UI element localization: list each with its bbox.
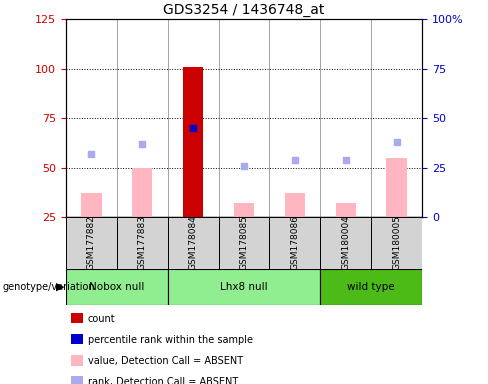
Text: count: count — [88, 314, 116, 324]
Text: genotype/variation: genotype/variation — [2, 282, 95, 292]
Text: GSM177882: GSM177882 — [87, 215, 96, 270]
Point — [87, 151, 95, 157]
Text: GSM178086: GSM178086 — [290, 215, 300, 270]
Point — [291, 157, 299, 163]
Text: GSM180005: GSM180005 — [392, 215, 401, 270]
Bar — [168, 217, 219, 269]
Point — [342, 157, 350, 163]
Bar — [371, 217, 422, 269]
Point — [240, 162, 248, 169]
Point — [189, 125, 197, 131]
Bar — [336, 203, 356, 217]
Text: rank, Detection Call = ABSENT: rank, Detection Call = ABSENT — [88, 377, 238, 384]
Point — [138, 141, 146, 147]
Bar — [320, 269, 422, 305]
Bar — [234, 203, 254, 217]
Title: GDS3254 / 1436748_at: GDS3254 / 1436748_at — [163, 3, 325, 17]
Bar — [269, 217, 320, 269]
Text: GSM177883: GSM177883 — [138, 215, 147, 270]
Bar — [132, 167, 152, 217]
Text: Nobox null: Nobox null — [89, 282, 144, 292]
Bar — [66, 217, 117, 269]
Text: Lhx8 null: Lhx8 null — [220, 282, 268, 292]
Bar — [285, 193, 305, 217]
Text: percentile rank within the sample: percentile rank within the sample — [88, 335, 253, 345]
Text: value, Detection Call = ABSENT: value, Detection Call = ABSENT — [88, 356, 243, 366]
Bar — [117, 217, 168, 269]
Text: wild type: wild type — [347, 282, 395, 292]
Bar — [386, 158, 407, 217]
Text: GSM178085: GSM178085 — [240, 215, 248, 270]
Bar — [66, 269, 168, 305]
Text: GSM180004: GSM180004 — [341, 215, 350, 270]
Bar — [183, 67, 203, 217]
Text: GSM178084: GSM178084 — [188, 215, 198, 270]
Text: ▶: ▶ — [56, 282, 64, 292]
Bar — [168, 269, 320, 305]
Bar — [320, 217, 371, 269]
Bar — [219, 217, 269, 269]
Point — [393, 139, 401, 145]
Bar — [81, 193, 102, 217]
